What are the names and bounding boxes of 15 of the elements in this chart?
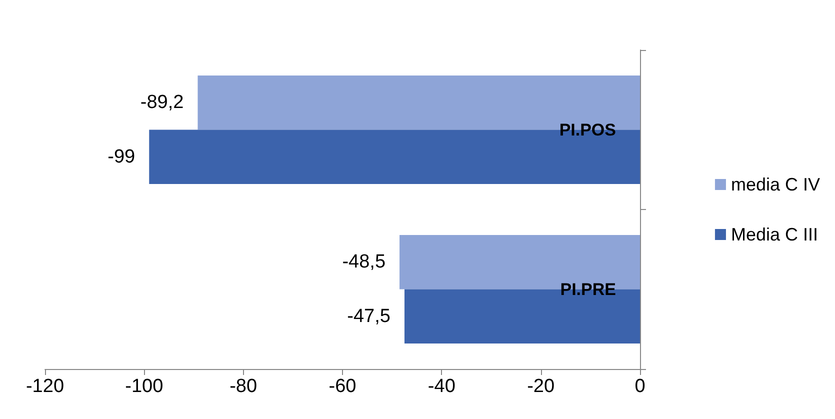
x-tick-label: 0: [634, 376, 646, 397]
data-label: -47,5: [347, 306, 390, 327]
y-tick-label: PI.PRE: [560, 280, 616, 299]
data-label: -48,5: [342, 252, 386, 273]
x-tick-label: -80: [230, 376, 258, 397]
y-tick-label: PI.POS: [559, 120, 616, 140]
x-tick-label: -40: [428, 376, 456, 397]
x-tick-label: -120: [26, 376, 64, 397]
data-label: -89,2: [140, 92, 184, 114]
data-label: -99: [108, 146, 136, 168]
x-tick-label: -60: [328, 376, 356, 397]
legend-label: media C IV: [730, 174, 820, 194]
x-tick-label: -20: [527, 376, 555, 397]
legend-label: Media C III: [730, 224, 818, 244]
x-tick-label: -100: [125, 376, 164, 397]
